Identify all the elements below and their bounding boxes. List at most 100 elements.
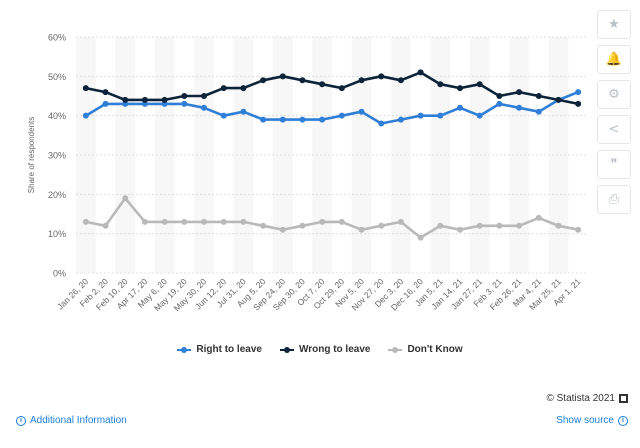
data-point[interactable] [122,96,129,103]
share-button[interactable]: < [597,115,631,144]
data-point[interactable] [279,116,286,123]
data-point[interactable] [575,226,582,233]
data-point[interactable] [82,112,89,119]
print-button[interactable]: ⎙ [597,185,631,214]
data-point[interactable] [220,218,227,225]
data-point[interactable] [181,93,188,99]
data-point[interactable] [437,81,444,88]
data-point[interactable] [555,96,562,103]
data-point[interactable] [417,69,424,76]
data-point[interactable] [535,214,542,221]
data-point[interactable] [417,234,424,241]
legend-label: Wrong to leave [298,344,371,355]
plot-band [312,37,332,273]
data-point[interactable] [319,116,326,123]
legend-item-wrong-to-leave[interactable]: Wrong to leave [279,344,371,355]
settings-button[interactable]: ⚙ [597,80,631,109]
legend-swatch-wrong-to-leave [279,346,294,354]
data-point[interactable] [378,120,385,127]
data-point[interactable] [319,218,326,225]
data-point[interactable] [476,81,483,88]
plot-band [509,37,529,273]
data-point[interactable] [141,218,148,225]
data-point[interactable] [201,93,207,99]
data-point[interactable] [161,96,168,103]
info-icon: i [16,415,26,426]
data-point[interactable] [476,222,483,229]
data-point[interactable] [240,218,247,225]
data-point[interactable] [201,218,207,225]
data-point[interactable] [437,112,444,119]
data-point[interactable] [82,85,89,92]
data-point[interactable] [220,112,227,119]
data-point[interactable] [496,222,503,229]
data-point[interactable] [299,116,306,123]
data-point[interactable] [575,89,582,96]
notification-button[interactable]: 🔔 [597,45,631,74]
data-point[interactable] [181,100,188,107]
data-point[interactable] [201,104,207,111]
data-point[interactable] [260,222,267,229]
data-point[interactable] [457,85,463,92]
data-point[interactable] [181,218,188,225]
data-point[interactable] [358,77,365,84]
credits: © Statista 2021 [546,393,628,404]
data-point[interactable] [516,222,523,229]
data-point[interactable] [397,116,404,123]
data-point[interactable] [496,93,503,99]
data-point[interactable] [122,195,129,202]
data-point[interactable] [417,112,424,119]
data-point[interactable] [535,108,542,115]
plot-band [469,37,490,273]
y-tick-label: 20% [48,190,66,200]
data-point[interactable] [299,77,306,84]
data-point[interactable] [575,100,582,107]
data-point[interactable] [102,89,109,96]
data-point[interactable] [358,108,365,115]
data-point[interactable] [279,226,286,233]
cite-button[interactable]: ❞ [597,150,631,179]
data-point[interactable] [240,85,247,92]
data-point[interactable] [299,222,306,229]
chart-legend: Right to leave Wrong to leave Don't Know [0,344,640,355]
legend-swatch-right-to-leave [177,346,192,354]
y-tick-label: 60% [48,33,66,43]
data-point[interactable] [161,218,168,225]
legend-item-right-to-leave[interactable]: Right to leave [177,344,262,355]
data-point[interactable] [102,222,109,229]
data-point[interactable] [457,104,463,111]
data-point[interactable] [260,116,267,123]
data-point[interactable] [555,222,562,229]
data-point[interactable] [516,89,523,96]
data-point[interactable] [397,77,404,84]
data-point[interactable] [279,73,286,80]
data-point[interactable] [240,108,247,115]
data-point[interactable] [141,96,148,103]
data-point[interactable] [82,218,89,225]
flag-icon [619,394,628,403]
data-point[interactable] [535,93,542,99]
favorite-button[interactable]: ★ [597,10,631,39]
data-point[interactable] [378,73,385,80]
data-point[interactable] [437,222,444,229]
show-source-link[interactable]: Show source i [556,415,628,426]
data-point[interactable] [496,100,503,107]
data-point[interactable] [397,218,404,225]
data-point[interactable] [378,222,385,229]
data-point[interactable] [220,85,227,92]
data-point[interactable] [457,226,463,233]
data-point[interactable] [476,112,483,119]
y-tick-label: 30% [48,151,66,161]
legend-item-dont-know[interactable]: Don't Know [388,344,463,355]
data-point[interactable] [319,81,326,88]
data-point[interactable] [338,112,345,119]
data-point[interactable] [338,218,345,225]
data-point[interactable] [260,77,267,84]
additional-information-link[interactable]: i Additional Information [16,415,127,426]
data-point[interactable] [358,226,365,233]
data-point[interactable] [338,85,345,92]
data-point[interactable] [516,104,523,111]
data-point[interactable] [102,100,109,107]
legend-label: Right to leave [196,344,262,355]
y-tick-label: 0% [53,269,66,279]
